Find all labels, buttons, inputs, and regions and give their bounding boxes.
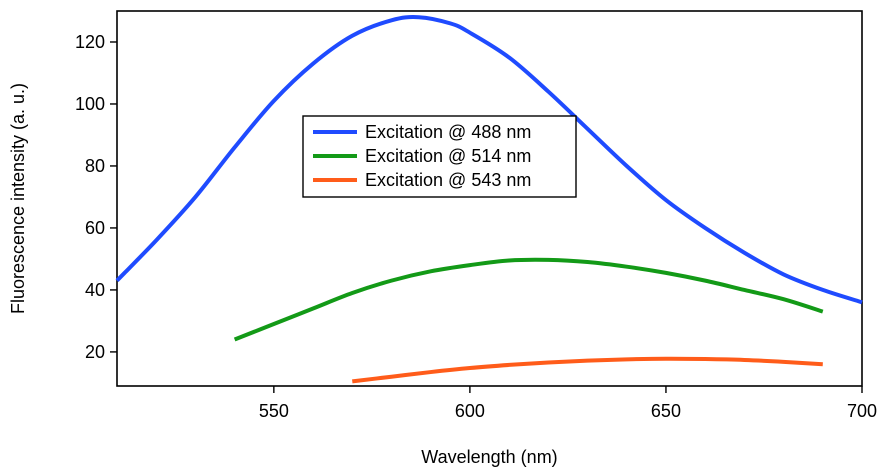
x-tick-label-600: 600 xyxy=(455,401,485,421)
series-line-3 xyxy=(352,356,823,384)
x-tick-label-700: 700 xyxy=(847,401,877,421)
y-tick-label-60: 60 xyxy=(85,218,105,238)
y-axis-title: Fluorescence intensity (a. u.) xyxy=(8,83,28,314)
legend-label-1: Excitation @ 488 nm xyxy=(365,122,531,142)
legend-label-3: Excitation @ 543 nm xyxy=(365,170,531,190)
y-tick-label-100: 100 xyxy=(75,94,105,114)
y-tick-label-20: 20 xyxy=(85,342,105,362)
plot-area xyxy=(116,10,863,387)
series-line-2 xyxy=(233,257,824,342)
legend-label-2: Excitation @ 514 nm xyxy=(365,146,531,166)
axes: 550 600 650 700 20 40 60 80 100 120 xyxy=(75,32,877,421)
series-line-1 xyxy=(115,15,863,305)
plot-frame xyxy=(116,10,863,387)
y-tick-label-120: 120 xyxy=(75,32,105,52)
x-tick-label-550: 550 xyxy=(259,401,289,421)
x-tick-label-650: 650 xyxy=(651,401,681,421)
legend: Excitation @ 488 nm Excitation @ 514 nm Ex… xyxy=(302,115,577,198)
y-tick-label-40: 40 xyxy=(85,280,105,300)
x-axis-title: Wavelength (nm) xyxy=(421,447,557,467)
series-layer xyxy=(115,15,863,384)
y-tick-label-80: 80 xyxy=(85,156,105,176)
labels: Wavelength (nm) Fluorescence intensity (… xyxy=(8,83,558,467)
